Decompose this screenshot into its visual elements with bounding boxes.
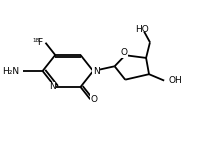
Text: H₂N: H₂N: [2, 66, 19, 76]
Text: F: F: [38, 38, 43, 47]
Text: O: O: [90, 95, 97, 104]
Text: N: N: [93, 66, 100, 76]
Text: O: O: [121, 48, 128, 57]
Text: HO: HO: [135, 25, 149, 34]
Text: N: N: [49, 83, 55, 91]
Text: 18: 18: [33, 38, 40, 43]
Text: OH: OH: [169, 76, 182, 85]
